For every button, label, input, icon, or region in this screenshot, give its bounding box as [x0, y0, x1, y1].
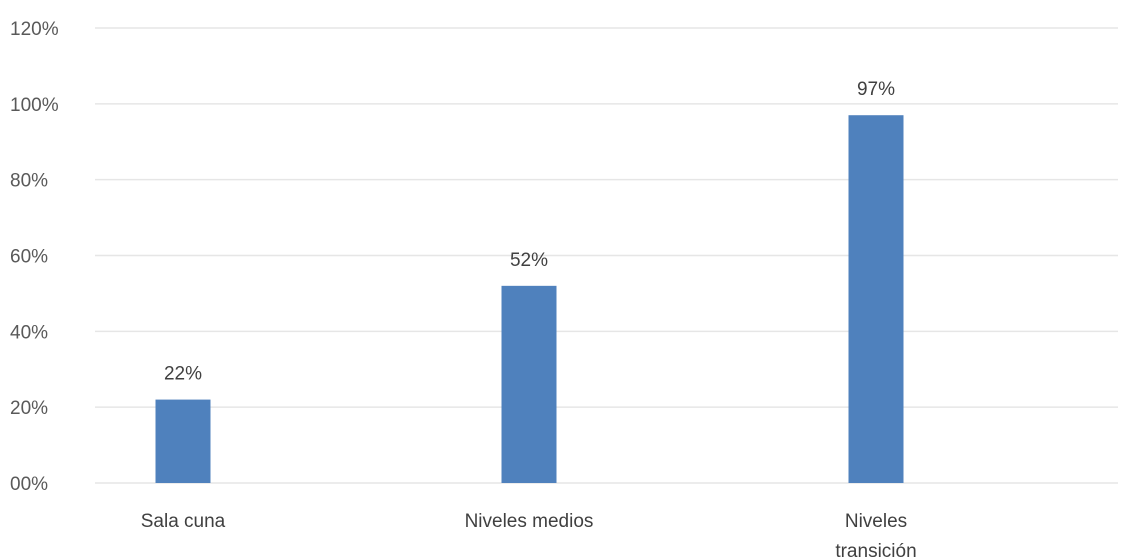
y-tick-label: 60%	[10, 247, 48, 268]
y-tick-label: 80%	[10, 171, 48, 192]
y-tick-label: 00%	[10, 474, 48, 495]
x-axis-labels: Sala cuna Niveles medios Niveles transición	[141, 511, 917, 559]
bar	[155, 399, 211, 483]
y-axis-ticks: 00% 20% 40% 60% 80% 100% 120%	[10, 19, 59, 495]
bar	[848, 115, 904, 483]
x-tick-label: Niveles medios	[465, 511, 594, 532]
x-tick-label: Sala cuna	[141, 511, 226, 532]
y-tick-label: 120%	[10, 19, 59, 40]
data-label: 52%	[510, 250, 548, 271]
y-tick-label: 100%	[10, 95, 59, 116]
y-tick-label: 40%	[10, 322, 48, 343]
data-labels: 22% 52% 97%	[164, 79, 895, 384]
bars	[155, 115, 904, 483]
y-tick-label: 20%	[10, 398, 48, 419]
gridlines	[95, 27, 1118, 484]
data-label: 22%	[164, 364, 202, 385]
bar	[501, 285, 557, 483]
data-label: 97%	[857, 79, 895, 100]
x-tick-label: Niveles transición	[835, 511, 916, 559]
